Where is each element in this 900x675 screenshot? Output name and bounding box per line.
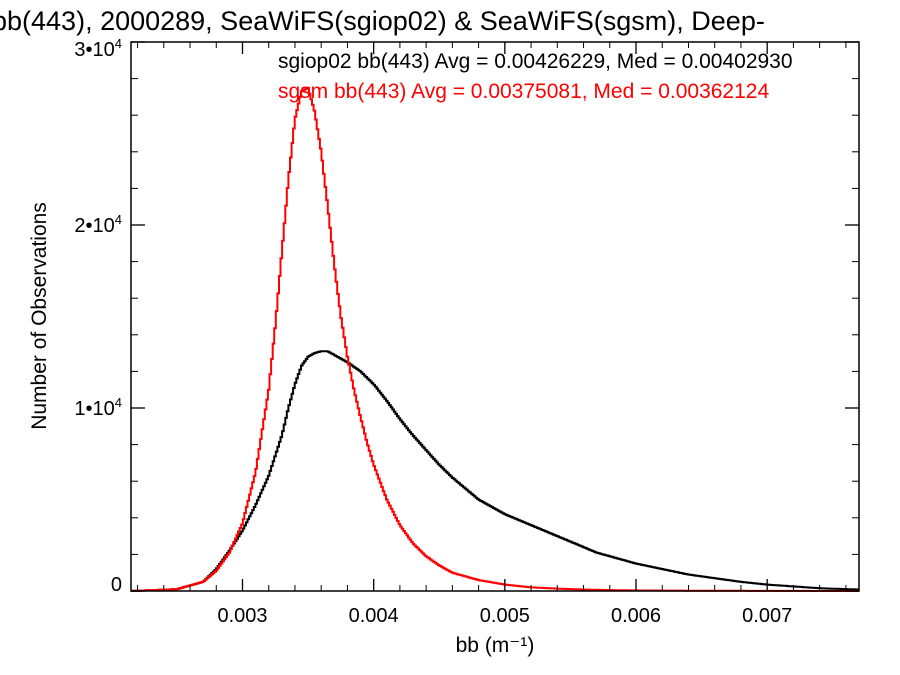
y-tick-label: 1•104 — [74, 395, 122, 420]
legend-entry-sgsm: sgsm bb(443) Avg = 0.00375081, Med = 0.0… — [278, 80, 769, 103]
x-axis-label: bb (m⁻¹) — [456, 634, 535, 657]
plot-frame — [130, 41, 860, 592]
series-layer — [131, 86, 859, 592]
x-tick-label: 0.007 — [742, 605, 792, 627]
y-axis-ticks: 0 1•104 2•104 3•104 — [74, 36, 859, 596]
x-tick-label: 0.004 — [349, 605, 399, 627]
series-line-sgiop02 — [131, 350, 859, 592]
legend-entry-sgiop02: sgiop02 bb(443) Avg = 0.00426229, Med = … — [278, 50, 793, 73]
x-tick-label: 0.006 — [611, 605, 661, 627]
chart-title: bb(443), 2000289, SeaWiFS(sgiop02) & Sea… — [0, 6, 765, 36]
x-axis-ticks: 0.003 0.004 0.005 0.006 0.007 — [137, 42, 847, 627]
y-tick-label: 0 — [111, 574, 122, 596]
series-line-sgsm — [131, 86, 859, 592]
y-axis-label: Number of Observations — [28, 202, 51, 430]
x-tick-label: 0.005 — [480, 605, 530, 627]
y-tick-label: 2•104 — [74, 212, 122, 237]
x-tick-label: 0.003 — [217, 605, 267, 627]
y-tick-label: 3•104 — [74, 36, 122, 61]
